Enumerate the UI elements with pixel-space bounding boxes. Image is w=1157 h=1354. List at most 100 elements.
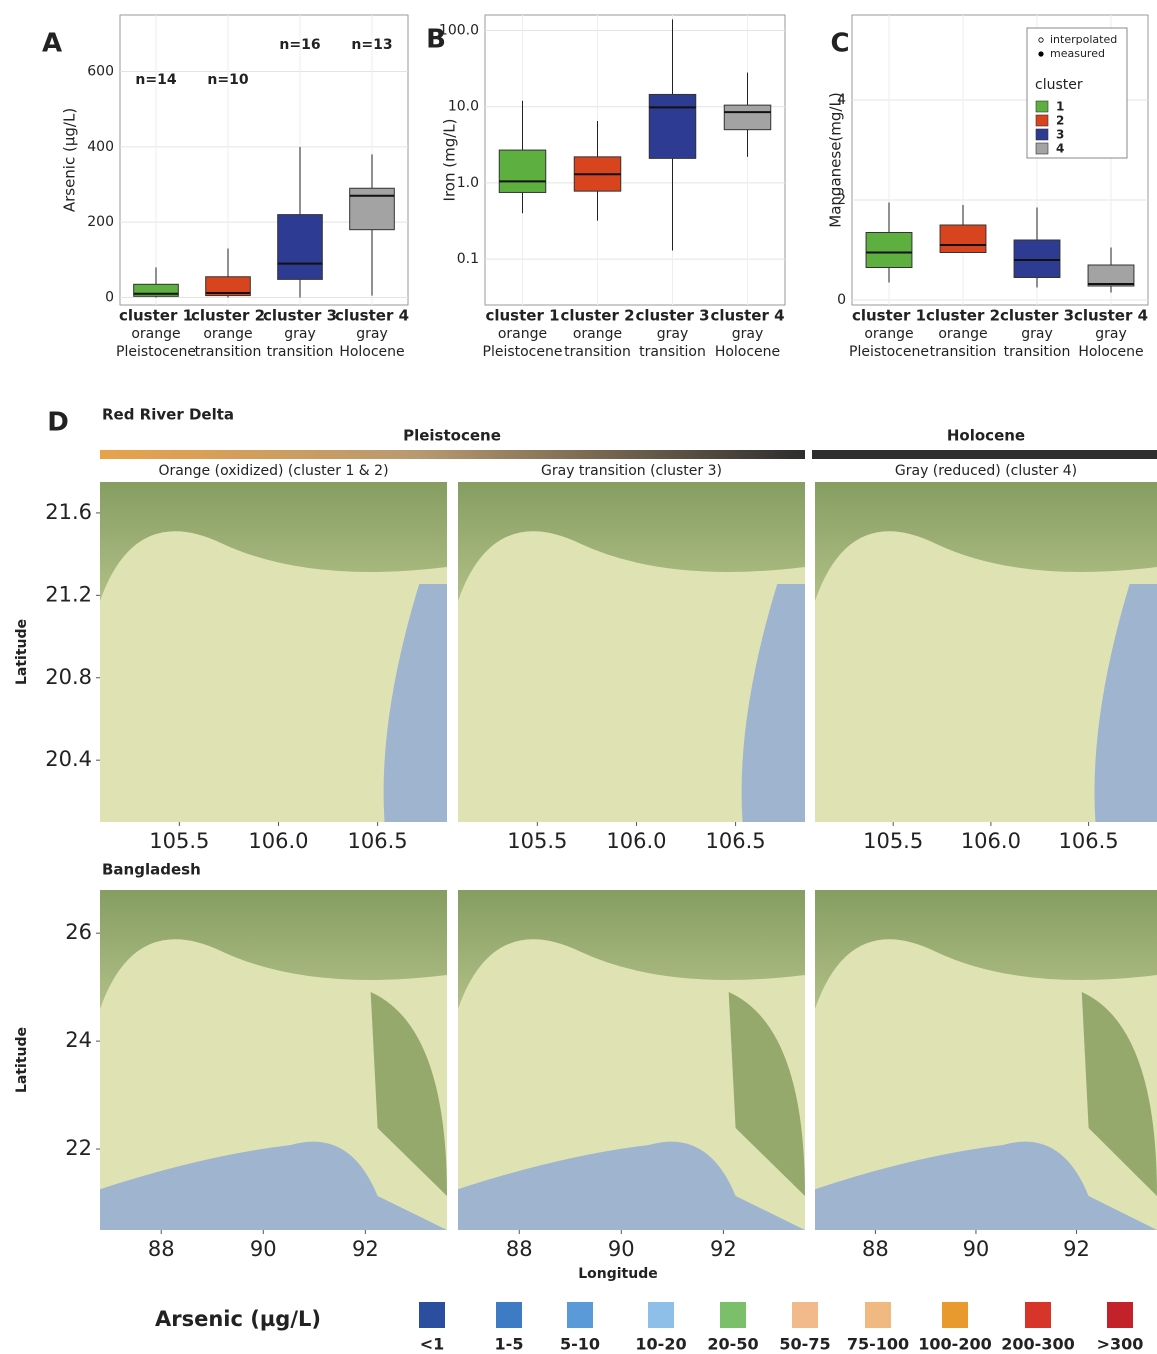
y-tick-label: 21.2 [45,582,92,606]
category-label: cluster 1 [119,307,193,325]
category-label: cluster 2 [191,307,265,325]
x-axis-label: Longitude [578,1266,658,1282]
map-hills [458,890,805,1009]
legend-swatch [792,1302,818,1328]
y-tick-label: 10.0 [448,99,479,115]
legend-label: 75-100 [847,1335,909,1354]
panel-label: C [830,29,849,59]
map-hills [100,890,447,1009]
sediment-label: orange [203,326,252,342]
annotation: n=10 [207,72,248,88]
legend-label: interpolated [1050,33,1117,46]
y-axis-label: Iron (mg/L) [441,119,459,202]
legend-label: 100-200 [918,1335,991,1354]
sediment-label: gray [284,326,316,342]
legend-label: 5-10 [560,1335,600,1354]
sediment-label: gray [657,326,689,342]
x-tick-label: 106.5 [348,829,408,853]
y-tick-label: 200 [87,214,114,230]
legend-swatch [419,1302,445,1328]
map-hills [458,482,805,601]
category-label: cluster 1 [485,307,559,325]
age-label: transition [639,344,706,360]
box [205,276,251,297]
age-label: Holocene [715,344,780,360]
map-hills [1081,992,1157,1196]
box [1087,264,1135,287]
x-tick-label: 106.5 [1059,829,1119,853]
x-tick-label: 90 [250,1237,277,1261]
map-sea [383,584,447,822]
legend-label: 1-5 [495,1335,524,1354]
sediment-label: orange [864,326,913,342]
x-tick-label: 92 [710,1237,737,1261]
legend-label: 2 [1056,114,1064,128]
y-tick-label: 4 [837,92,846,108]
age-label: Pleistocene [483,344,563,360]
annotation: n=14 [135,72,176,88]
legend-symbol [1038,37,1044,43]
legend-label: 50-75 [779,1335,830,1354]
box [277,214,323,280]
age-label: transition [930,344,997,360]
map-hills [815,482,1157,601]
legend-swatch [567,1302,593,1328]
legend-symbol [1038,51,1044,57]
legend-label: 10-20 [635,1335,686,1354]
annotation: n=16 [279,37,320,53]
map-sea [1094,584,1157,822]
sediment-label: gray [356,326,388,342]
map-sea [458,1141,805,1230]
category-label: cluster 4 [710,307,784,325]
sediment-label: orange [938,326,987,342]
sediment-label: orange [573,326,622,342]
map-hills [100,482,447,601]
map-panel [815,482,1157,822]
legend-label: >300 [1097,1335,1144,1354]
y-axis-label: Arsenic (µg/L) [61,108,79,212]
y-tick-label: 400 [87,139,114,155]
map-panel [815,890,1157,1230]
map-hills [370,992,447,1196]
x-tick-label: 105.5 [507,829,567,853]
sediment-label: orange [498,326,547,342]
box [865,232,913,268]
era-label: Holocene [947,427,1025,445]
legend-swatch [1025,1302,1051,1328]
age-label: Holocene [339,344,404,360]
legend-label: 1 [1056,100,1064,114]
y-axis-label: Latitude [14,1027,30,1093]
legend-label: 4 [1056,142,1064,156]
x-tick-label: 92 [1063,1237,1090,1261]
panel-label: A [42,29,62,59]
category-label: cluster 1 [852,307,926,325]
legend-label: 200-300 [1001,1335,1074,1354]
legend-swatch [942,1302,968,1328]
y-tick-label: 24 [65,1028,92,1052]
y-tick-label: 21.6 [45,500,92,524]
x-tick-label: 88 [506,1237,533,1261]
age-label: transition [267,344,334,360]
panel-label: B [426,25,446,55]
y-tick-label: 22 [65,1136,92,1160]
annotation: n=13 [351,37,392,53]
sediment-label: gray [1021,326,1053,342]
x-tick-label: 106.0 [248,829,308,853]
panel-label: D [47,408,69,438]
x-tick-label: 105.5 [863,829,923,853]
x-tick-label: 92 [352,1237,379,1261]
y-tick-label: 0 [105,289,114,305]
legend-swatch [865,1302,891,1328]
map-sea [100,1141,447,1230]
panel-title: Gray (reduced) (cluster 4) [895,463,1077,479]
y-axis-label: Manganese(mg/L) [827,92,845,227]
region-name: Red River Delta [102,406,234,424]
legend-swatch [648,1302,674,1328]
age-label: transition [1004,344,1071,360]
age-label: Pleistocene [116,344,196,360]
x-tick-label: 90 [963,1237,990,1261]
sediment-label: gray [1095,326,1127,342]
legend-swatch [1035,100,1049,113]
sediment-label: gray [732,326,764,342]
